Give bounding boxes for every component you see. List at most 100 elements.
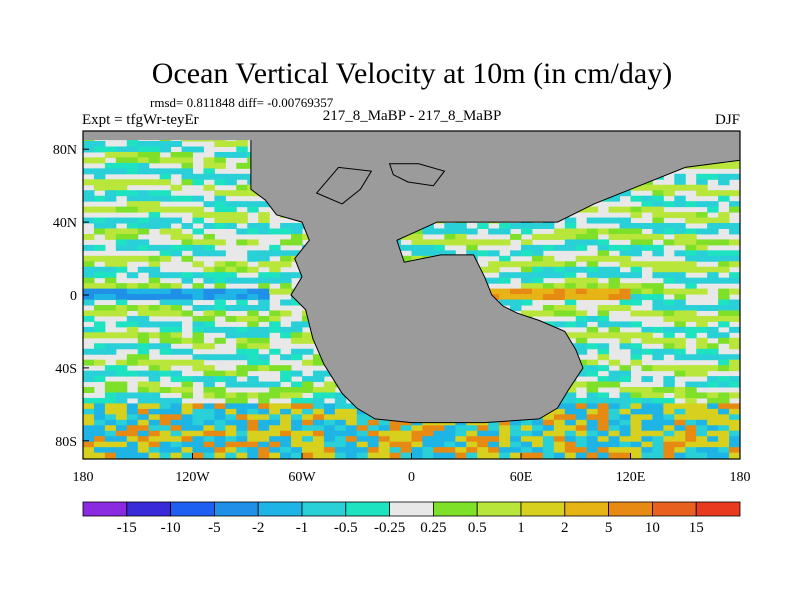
field-cell	[104, 223, 117, 229]
field-cell	[707, 201, 719, 208]
field-cell	[203, 250, 215, 257]
field-cell	[170, 326, 183, 333]
field-cell	[597, 266, 610, 273]
field-cell	[148, 332, 161, 339]
field-cell	[137, 217, 150, 224]
field-cell	[137, 452, 150, 459]
field-cell	[312, 447, 325, 454]
field-cell	[488, 452, 500, 459]
field-cell	[641, 436, 653, 443]
field-cell	[685, 315, 697, 322]
field-cell	[126, 447, 139, 454]
field-cell	[280, 228, 292, 235]
field-cell	[159, 157, 172, 164]
field-cell	[663, 365, 675, 372]
field-cell	[280, 272, 292, 279]
field-cell	[466, 239, 478, 246]
field-cell	[564, 436, 577, 443]
field-cell	[696, 217, 708, 224]
field-cell	[652, 244, 664, 251]
field-cell	[148, 157, 161, 164]
field-cell	[170, 283, 183, 290]
field-cell	[126, 239, 139, 246]
field-cell	[126, 436, 139, 443]
field-cell	[630, 223, 642, 229]
field-cell	[126, 294, 139, 301]
field-cell	[433, 425, 445, 432]
field-cell	[115, 239, 128, 246]
field-cell	[400, 425, 412, 432]
field-cell	[411, 233, 423, 240]
field-cell	[400, 447, 412, 454]
field-cell	[126, 162, 139, 169]
field-cell	[203, 201, 215, 208]
field-cell	[148, 387, 161, 393]
field-cell	[597, 244, 610, 251]
field-cell	[302, 337, 314, 344]
field-cell	[630, 310, 642, 317]
field-cell	[269, 414, 281, 421]
field-cell	[707, 305, 719, 311]
field-cell	[729, 315, 740, 322]
field-cell	[181, 387, 193, 393]
field-cell	[236, 414, 248, 421]
field-cell	[269, 250, 281, 257]
field-cell	[345, 403, 358, 410]
field-cell	[148, 359, 161, 366]
field-cell	[148, 261, 161, 268]
field-cell	[575, 239, 588, 246]
field-cell	[433, 447, 445, 454]
field-cell	[181, 447, 193, 454]
field-cell	[356, 414, 369, 421]
field-cell	[564, 288, 577, 295]
field-cell	[181, 146, 193, 153]
field-cell	[608, 277, 621, 284]
field-cell	[247, 321, 259, 328]
field-cell	[137, 228, 150, 235]
field-cell	[115, 228, 128, 235]
field-cell	[630, 397, 642, 404]
field-cell	[236, 173, 248, 180]
field-cell	[203, 162, 215, 169]
field-cell	[214, 212, 226, 219]
field-cell	[203, 272, 215, 279]
field-cell	[718, 195, 730, 202]
field-cell	[225, 381, 237, 388]
field-cell	[236, 354, 248, 361]
field-cell	[137, 441, 150, 448]
field-cell	[619, 244, 631, 251]
field-cell	[707, 228, 719, 235]
field-cell	[597, 414, 610, 421]
field-cell	[597, 447, 610, 454]
field-cell	[236, 151, 248, 158]
field-cell	[586, 403, 599, 410]
field-cell	[652, 414, 664, 421]
field-cell	[192, 305, 204, 311]
field-cell	[707, 206, 719, 213]
x-tick-label: 120W	[175, 470, 210, 485]
field-cell	[236, 212, 248, 219]
field-cell	[137, 141, 150, 147]
field-cell	[729, 261, 740, 268]
field-cell	[707, 414, 719, 421]
field-cell	[214, 376, 226, 383]
field-cell	[674, 212, 686, 219]
field-cell	[718, 365, 730, 372]
field-cell	[597, 354, 610, 361]
field-cell	[608, 414, 621, 421]
field-cell	[214, 370, 226, 377]
field-cell	[170, 408, 183, 415]
field-cell	[608, 233, 621, 240]
field-cell	[137, 387, 150, 393]
field-cell	[148, 201, 161, 208]
field-cell	[685, 441, 697, 448]
field-cell	[104, 266, 117, 273]
field-cell	[619, 414, 631, 421]
field-cell	[137, 370, 150, 377]
field-cell	[674, 277, 686, 284]
field-cell	[148, 392, 161, 399]
field-cell	[104, 255, 117, 262]
field-cell	[542, 223, 555, 229]
field-cell	[93, 173, 106, 180]
center-label: 217_8_MaBP - 217_8_MaBP	[323, 108, 502, 124]
